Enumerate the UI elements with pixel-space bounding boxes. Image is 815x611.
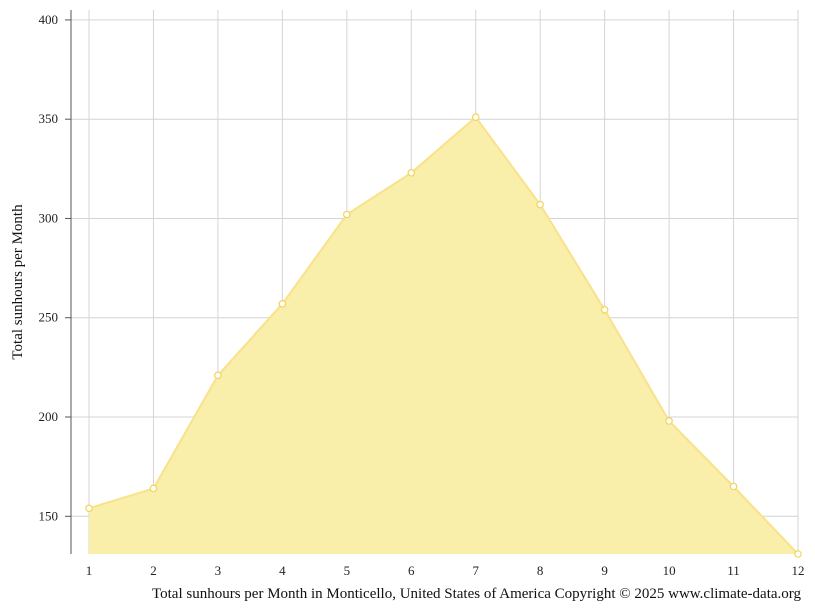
axes: [65, 10, 72, 554]
y-tick-label: 150: [39, 508, 59, 523]
data-point: [729, 482, 738, 491]
data-point: [278, 300, 287, 308]
data-point: [600, 305, 609, 314]
x-tick-label: 10: [663, 563, 676, 578]
data-points: [85, 113, 802, 558]
y-tick-label: 250: [39, 310, 59, 325]
data-point: [149, 484, 158, 493]
data-point: [407, 169, 416, 177]
x-tick-label: 3: [215, 563, 222, 578]
x-tick-label: 6: [408, 563, 415, 578]
chart-caption: Total sunhours per Month in Monticello, …: [152, 586, 801, 602]
data-point: [214, 371, 222, 380]
data-point: [794, 550, 802, 558]
x-tick-label: 2: [150, 563, 157, 578]
x-tick-label: 7: [472, 563, 479, 578]
series-line: [88, 115, 799, 555]
y-axis-title: Total sunhours per Month: [10, 204, 26, 360]
x-tick-label: 5: [344, 563, 351, 578]
data-point: [85, 504, 93, 513]
x-tick-label: 12: [792, 563, 805, 578]
series-area: [88, 115, 799, 555]
data-point: [343, 210, 351, 219]
data-point: [471, 113, 480, 122]
x-tick-label: 1: [86, 563, 93, 578]
y-tick-label: 200: [39, 409, 59, 424]
y-tick-label: 400: [39, 12, 59, 27]
y-tick-label: 350: [39, 111, 59, 126]
x-tick-label: 11: [727, 563, 740, 578]
x-tick-label: 8: [537, 563, 544, 578]
data-point: [536, 200, 544, 209]
data-point: [665, 417, 673, 425]
x-tick-label: 9: [601, 563, 608, 578]
x-tick-label: 4: [279, 563, 286, 578]
y-tick-label: 300: [39, 210, 59, 225]
series-area-fill: [89, 117, 798, 555]
